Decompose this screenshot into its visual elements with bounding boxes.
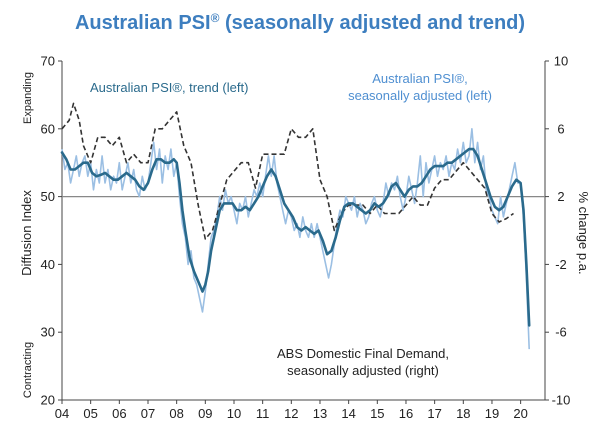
annotation-abs-line1: ABS Domestic Final Demand, [277, 346, 449, 361]
y-axis-label-right: % change p.a. [576, 191, 591, 274]
x-tick-label: 20 [513, 406, 527, 421]
contracting-label: Contracting [22, 342, 34, 398]
y-tick-left-label: 50 [41, 189, 55, 204]
x-tick-label: 09 [198, 406, 212, 421]
x-tick-label: 06 [112, 406, 126, 421]
x-tick-label: 16 [399, 406, 413, 421]
y-tick-left-label: 70 [41, 54, 55, 69]
annotation-abs-line2: seasonally adjusted (right) [287, 363, 439, 378]
x-tick-label: 15 [370, 406, 384, 421]
series-psi-trend [60, 147, 531, 327]
y-ticks-right: -10 -6 -2 2 6 10 [545, 54, 570, 408]
series-psi-seasonally-adjusted [61, 128, 530, 350]
y-tick-right-label: 6 [557, 121, 564, 136]
annotation-seasonal-line1: Australian PSI®, [372, 71, 468, 86]
series-abs-domestic-final-demand [61, 102, 514, 240]
y-tick-right-label: -10 [552, 393, 571, 408]
chart-title-sup: ® [211, 11, 220, 25]
y-axis-label-left: Diffusion Index [19, 190, 34, 276]
x-tick-label: 18 [456, 406, 470, 421]
x-tick-label: 14 [341, 406, 355, 421]
x-tick-label: 10 [227, 406, 241, 421]
y-tick-right-label: -6 [555, 325, 567, 340]
x-tick-label: 17 [427, 406, 441, 421]
y-ticks-left: 20 30 40 50 60 70 [41, 54, 62, 408]
chart-title: Australian PSI® (seasonally adjusted and… [75, 11, 525, 34]
annotation-seasonal-line2: seasonally adjusted (left) [348, 88, 492, 103]
x-tick-label: 05 [83, 406, 97, 421]
y-tick-right-label: 2 [557, 189, 564, 204]
chart-title-main: Australian PSI [75, 12, 211, 34]
expanding-label: Expanding [22, 72, 34, 124]
x-tick-label: 08 [169, 406, 183, 421]
y-tick-left-label: 60 [41, 121, 55, 136]
x-tick-label: 04 [55, 406, 69, 421]
x-tick-label: 07 [141, 406, 155, 421]
x-tick-label: 11 [256, 406, 270, 421]
x-tick-label: 12 [284, 406, 298, 421]
y-tick-right-label: -2 [555, 257, 567, 272]
x-tick-label: 19 [485, 406, 499, 421]
x-tick-label: 13 [313, 406, 327, 421]
y-tick-left-label: 20 [41, 393, 55, 408]
y-tick-right-label: 10 [554, 54, 568, 69]
annotation-trend: Australian PSI®, trend (left) [90, 80, 248, 95]
y-tick-left-label: 40 [41, 257, 55, 272]
x-ticks: 04 05 06 07 08 09 10 11 12 13 14 15 16 17 18 19 20 [55, 400, 528, 421]
chart-title-rest: (seasonally adjusted and trend) [219, 12, 525, 34]
y-tick-left-label: 30 [41, 325, 55, 340]
